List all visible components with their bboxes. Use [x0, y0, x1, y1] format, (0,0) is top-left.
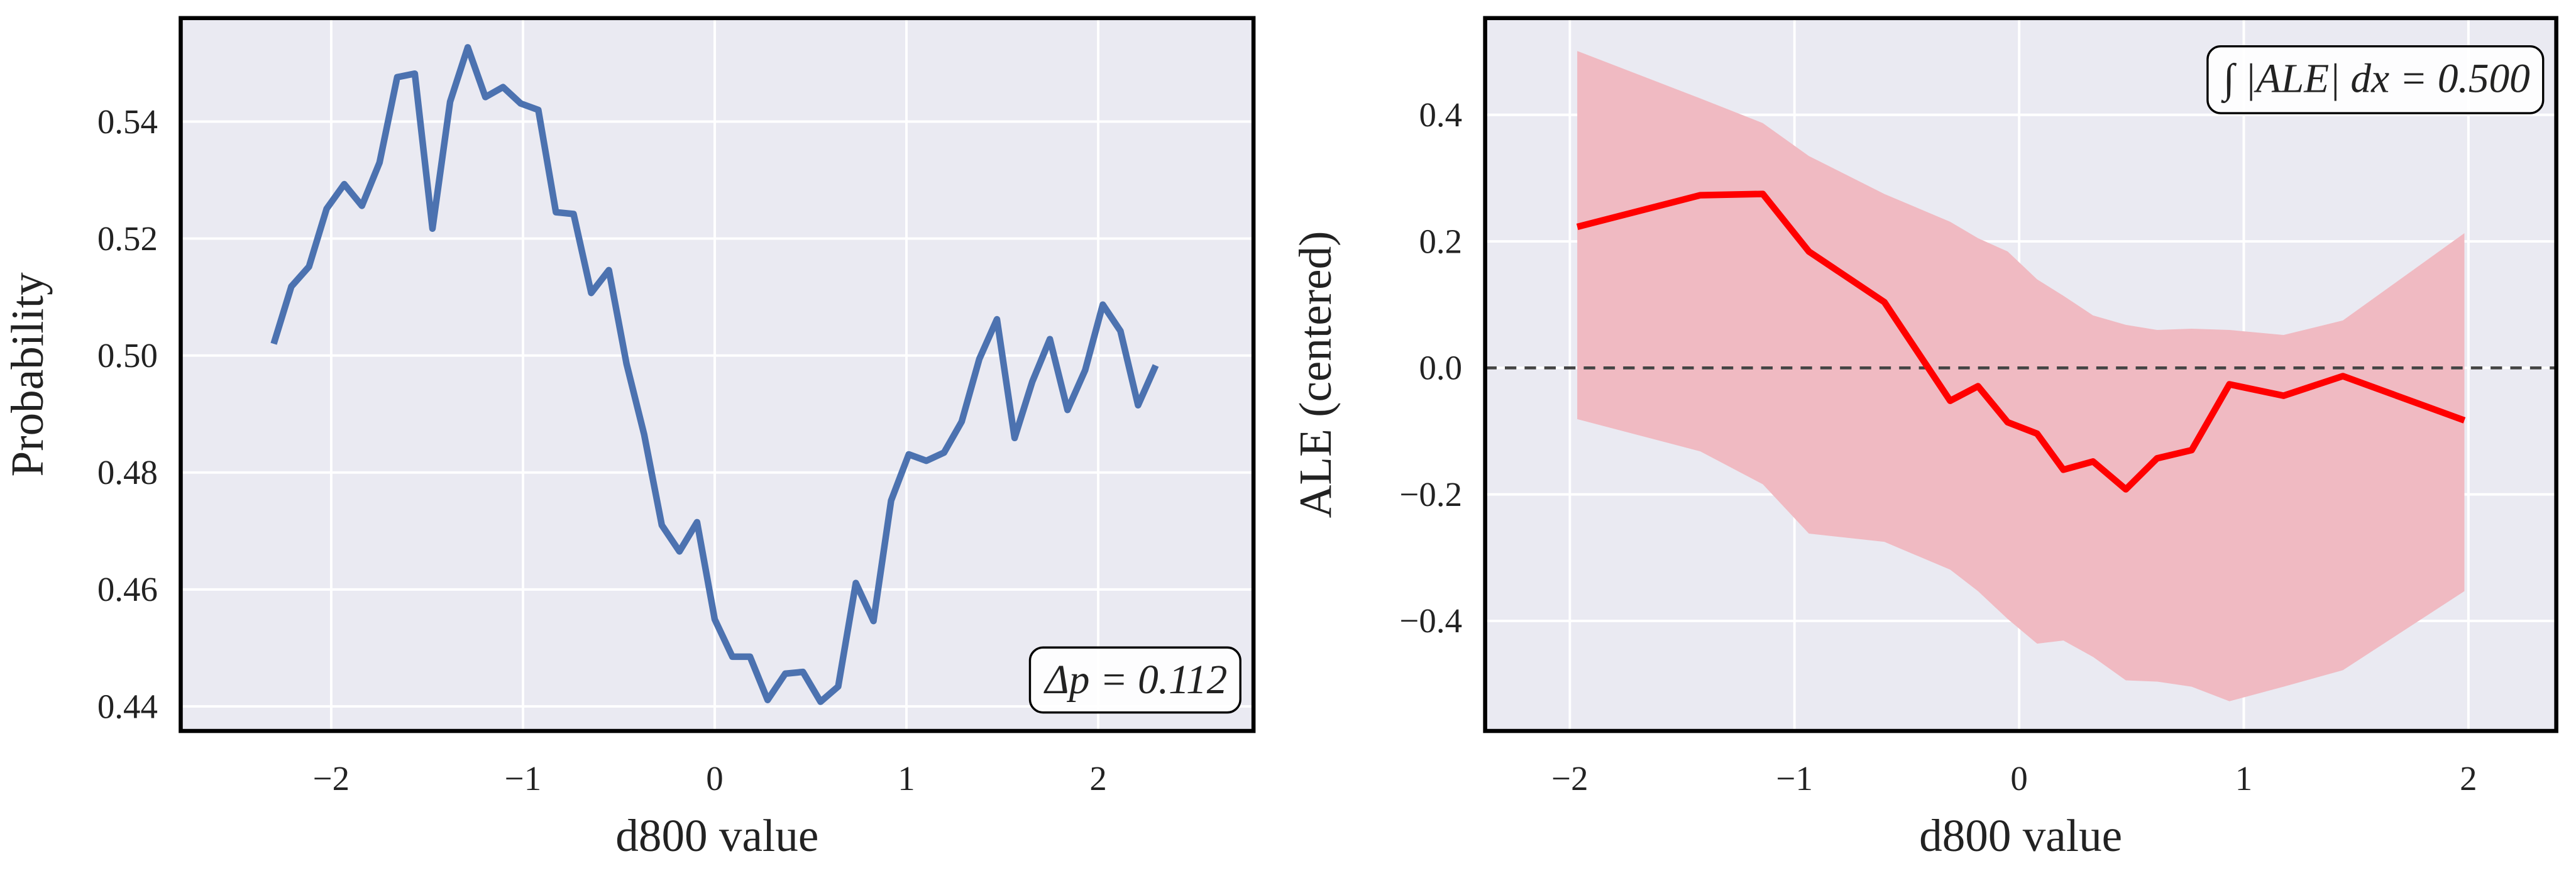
y-tick-label: 0.0 [1419, 349, 1462, 387]
x-tick-label: 2 [2460, 759, 2477, 798]
x-tick-label: 1 [898, 759, 915, 798]
annotation-box [2206, 45, 2545, 114]
annotation-text: Δp = 0.112 [1043, 657, 1227, 703]
y-tick-label: 0.48 [97, 453, 158, 491]
y-tick-label: −0.2 [1399, 475, 1462, 513]
plot-background [180, 18, 1254, 732]
y-tick-label: 0.2 [1419, 222, 1462, 260]
y-tick-label: −0.4 [1399, 601, 1462, 640]
x-tick-label: −2 [1551, 759, 1588, 798]
plot-frame [1483, 16, 2558, 733]
y-tick-label: 0.44 [97, 687, 158, 725]
x-tick-label: −2 [313, 759, 350, 798]
x-tick-label: 0 [2010, 759, 2027, 798]
plot-frame [179, 16, 1256, 733]
line [1576, 190, 2466, 493]
x-tick-label: 1 [2235, 759, 2252, 798]
x-tick-label: −1 [1776, 759, 1813, 798]
y-tick-label: 0.52 [97, 219, 158, 258]
y-tick-label: 0.54 [97, 102, 158, 141]
x-tick-label: −1 [505, 759, 541, 798]
x-tick-label: 2 [1089, 759, 1106, 798]
annotation: Δp = 0.112 [1028, 646, 1241, 714]
y-tick-label: 0.46 [97, 570, 158, 608]
y-axis-label: ALE (centered) [1290, 231, 1341, 518]
x-axis-label: d800 value [1919, 810, 2122, 861]
line [270, 44, 1159, 705]
y-axis-label: Probability [2, 272, 53, 477]
confidence-band [1577, 51, 2465, 701]
annotation-box [1028, 646, 1241, 714]
annotation: ∫ |ALE| dx = 0.500 [2206, 45, 2545, 114]
y-tick-label: 0.50 [97, 336, 158, 375]
x-axis-label: d800 value [615, 810, 818, 861]
y-tick-label: 0.4 [1419, 96, 1462, 134]
annotation-text: ∫ |ALE| dx = 0.500 [2221, 56, 2530, 103]
x-tick-label: 0 [706, 759, 723, 798]
